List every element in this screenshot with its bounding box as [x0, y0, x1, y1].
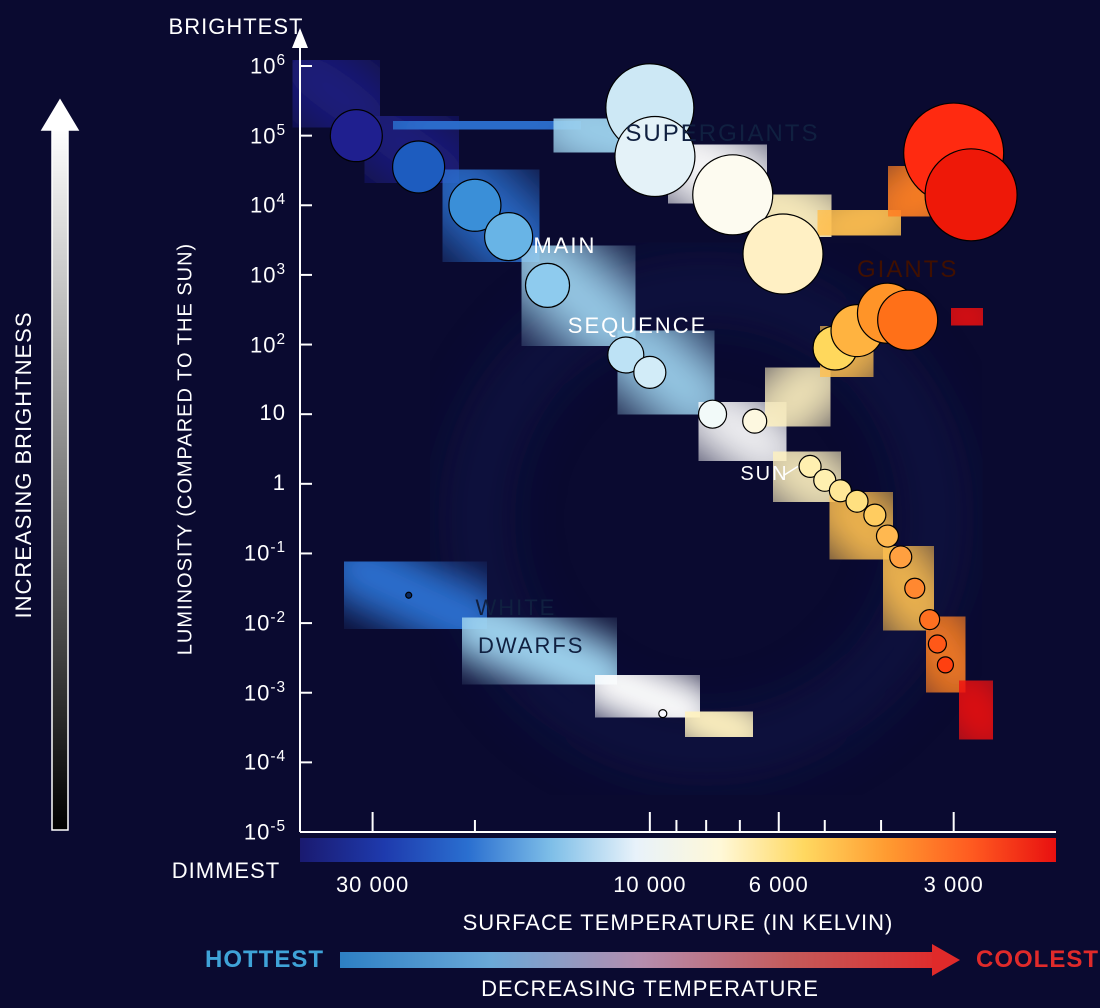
star-ms: [928, 635, 946, 653]
star-ms: [699, 400, 727, 428]
region-label: WHITE: [475, 595, 556, 621]
region-label: DWARFS: [478, 633, 585, 659]
star-wd: [659, 710, 667, 718]
star-wd: [406, 592, 412, 598]
star-ms: [876, 525, 898, 547]
region-label: GIANTS: [857, 256, 958, 284]
star-ms: [846, 490, 868, 512]
star-ms: [864, 504, 886, 526]
star-ms: [485, 213, 533, 261]
hr-diagram: 10610510410310210110-110-210-310-410-530…: [0, 0, 1100, 1008]
region-label: MAIN: [533, 233, 596, 259]
star-ms: [920, 610, 940, 630]
star-ms: [634, 356, 666, 388]
star-ms: [905, 578, 925, 598]
region-label: SEQUENCE: [568, 313, 707, 339]
star-ms: [330, 110, 382, 162]
region-label: SUPERGIANTS: [625, 120, 819, 148]
star-sg: [743, 214, 823, 294]
star-ms: [890, 546, 912, 568]
region-label: SUN: [740, 463, 788, 486]
stars: [0, 0, 1100, 1008]
star-ms: [393, 141, 445, 193]
star-ms: [743, 409, 767, 433]
star-g: [878, 290, 938, 350]
star-sg: [925, 149, 1017, 241]
star-ms: [937, 657, 953, 673]
star-ms: [526, 263, 570, 307]
